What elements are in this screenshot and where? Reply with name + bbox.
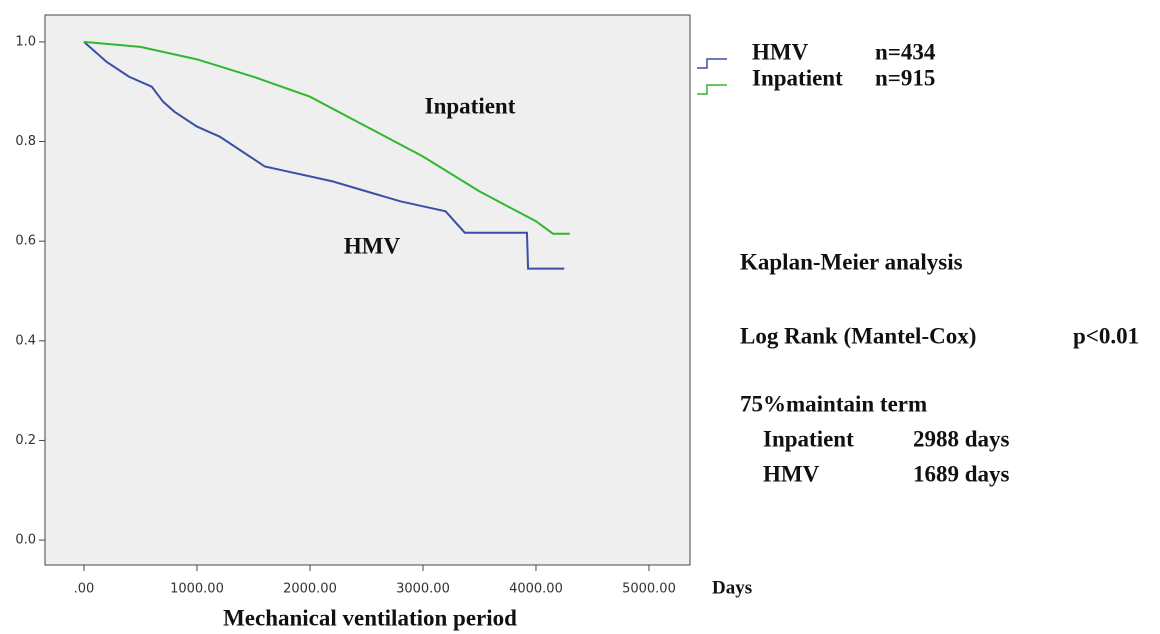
- legend-symbol: [697, 84, 727, 95]
- term-title: 75%maintain term: [740, 391, 927, 416]
- x-tick-label: .00: [74, 582, 95, 597]
- term-cell: Inpatient: [763, 426, 854, 451]
- survival-line: [83, 41, 565, 270]
- term-cell: 1689 days: [913, 461, 1010, 486]
- legend-symbol: [697, 58, 727, 69]
- analysis-title: Kaplan-Meier analysis: [740, 249, 963, 274]
- y-tick-label: 1.0: [15, 34, 36, 49]
- term-cell: HMV: [763, 461, 820, 486]
- legend-label: Inpatient: [752, 65, 843, 90]
- x-tick-label: 2000.00: [283, 582, 337, 597]
- y-tick-label: 0.4: [15, 333, 36, 348]
- x-tick-label: 4000.00: [509, 582, 563, 597]
- y-tick-label: 0.6: [15, 234, 36, 249]
- annotation: Inpatient: [425, 93, 516, 118]
- x-tick-label: 3000.00: [396, 582, 450, 597]
- analysis-p: p<0.01: [1073, 323, 1139, 348]
- survival-line: [83, 40, 570, 235]
- y-tick-label: 0.2: [15, 433, 36, 448]
- x-axis-unit: Days: [712, 577, 752, 598]
- annotation: HMV: [344, 233, 401, 258]
- analysis-test: Log Rank (Mantel-Cox): [740, 323, 976, 348]
- x-tick-label: 5000.00: [622, 582, 676, 597]
- x-axis-label: Mechanical ventilation period: [223, 605, 517, 630]
- legend-label: HMV: [752, 39, 809, 64]
- term-cell: 2988 days: [913, 426, 1010, 451]
- legend-n: n=915: [875, 65, 935, 90]
- legend-n: n=434: [875, 39, 936, 64]
- y-tick-label: 0.8: [15, 134, 36, 149]
- plot-area: [44, 14, 691, 566]
- y-tick-label: 0.0: [15, 533, 36, 548]
- x-tick-label: 1000.00: [170, 582, 224, 597]
